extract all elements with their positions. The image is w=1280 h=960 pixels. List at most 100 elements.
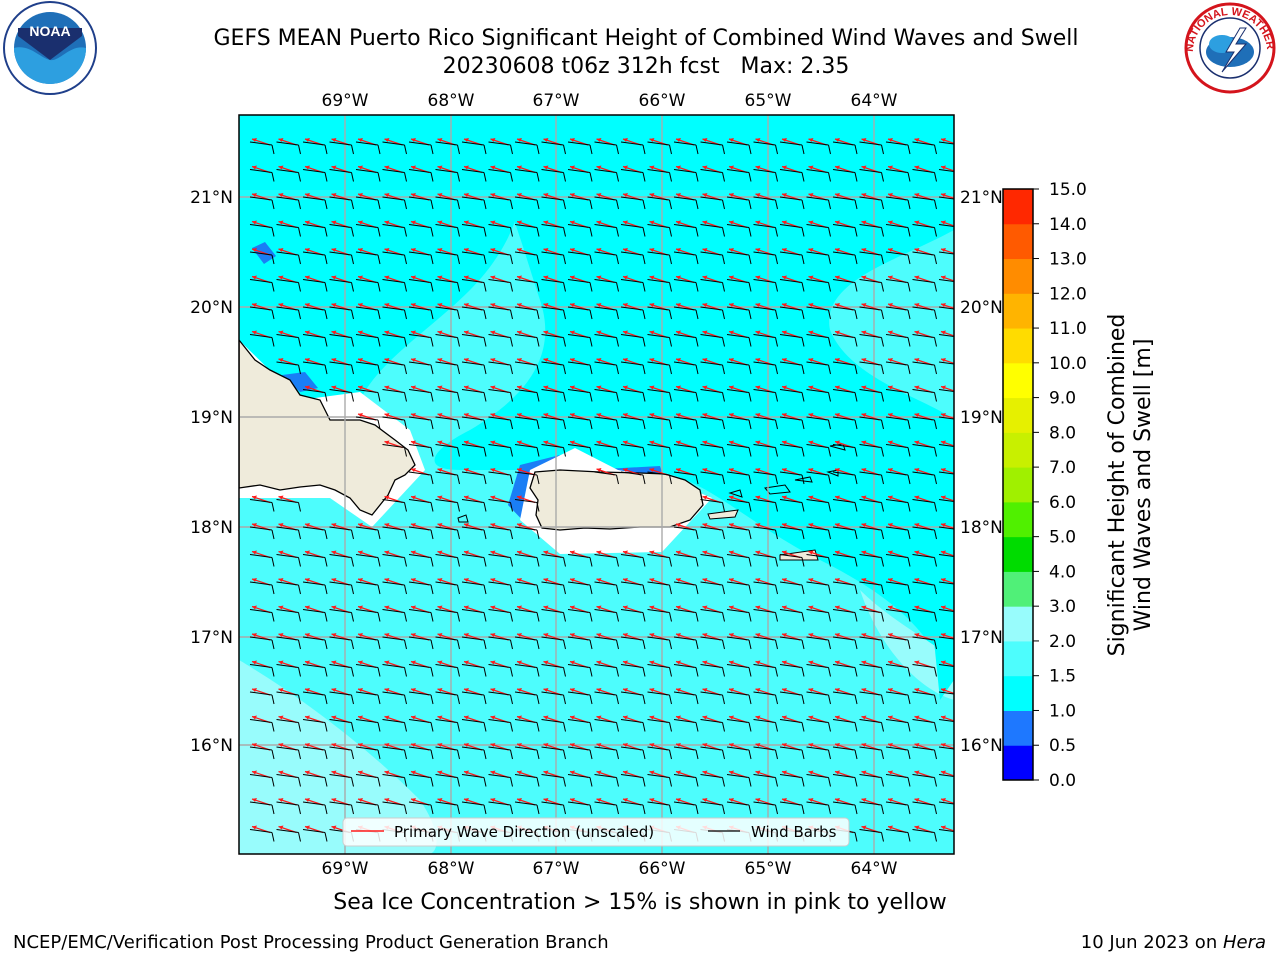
- wind-barb-flag: [642, 364, 646, 375]
- wave-arrowhead: [914, 688, 920, 692]
- wind-barb: [753, 636, 776, 641]
- wind-barb: [806, 719, 829, 723]
- wind-barb: [806, 636, 829, 641]
- wave-arrowhead: [729, 468, 734, 472]
- wind-barb: [753, 361, 776, 366]
- wind-barb: [514, 471, 538, 476]
- wave-arrowhead: [384, 303, 390, 307]
- wind-barb: [276, 746, 299, 751]
- wind-barb-flag: [828, 144, 831, 155]
- wave-arrowhead: [914, 413, 920, 417]
- wind-barb-flag: [483, 364, 487, 375]
- wind-barb-flag: [854, 804, 858, 815]
- wind-barb: [753, 196, 776, 201]
- wave-arrowhead: [649, 798, 655, 802]
- wind-barb-flag: [271, 749, 275, 760]
- wind-barb-flag: [404, 172, 407, 182]
- wind-barb: [832, 169, 856, 173]
- wind-barb-flag: [934, 584, 937, 595]
- wave-arrowhead: [517, 495, 522, 500]
- wave-arrowhead: [252, 138, 257, 142]
- wind-barb: [938, 471, 954, 475]
- wind-barb: [806, 334, 829, 338]
- wind-barb: [806, 444, 829, 448]
- wind-barb-flag: [854, 639, 858, 650]
- wind-barb-flag: [695, 749, 699, 760]
- wave-arrowhead: [888, 688, 893, 692]
- wave-arrowhead: [464, 495, 469, 500]
- wind-barb-flag: [616, 694, 619, 705]
- wind-barb: [329, 251, 352, 256]
- wind-barb-flag: [457, 172, 460, 182]
- wave-arrowhead: [384, 605, 390, 610]
- wind-barb-flag: [881, 832, 884, 842]
- wind-barb-flag: [404, 667, 407, 677]
- wind-barb: [753, 774, 776, 778]
- wind-barb: [514, 141, 538, 146]
- wind-barb: [912, 774, 935, 778]
- wave-arrowhead: [331, 193, 337, 197]
- bottom-lon-label: 64°W: [851, 859, 898, 879]
- wave-arrowhead: [702, 770, 708, 775]
- wave-arrowhead: [411, 633, 416, 637]
- wind-barb: [726, 251, 750, 256]
- wind-barb: [514, 416, 538, 421]
- wind-barb: [673, 636, 697, 641]
- wind-barb-flag: [271, 529, 275, 540]
- wind-barb-flag: [430, 419, 434, 430]
- wave-arrowhead: [649, 688, 655, 692]
- wave-arrowhead: [411, 358, 416, 362]
- wave-arrowhead: [649, 605, 655, 610]
- wind-barb: [779, 389, 803, 393]
- wave-arrowhead: [437, 220, 443, 225]
- wind-barb-flag: [748, 667, 752, 677]
- wave-arrowhead: [808, 275, 814, 280]
- wind-barb-flag: [722, 282, 725, 292]
- wind-barb-flag: [377, 172, 381, 182]
- wind-barb-flag: [589, 419, 593, 430]
- wind-barb: [779, 251, 803, 256]
- wind-barb-flag: [377, 694, 381, 705]
- wind-barb-flag: [616, 254, 619, 265]
- wave-arrowhead: [490, 688, 496, 692]
- wave-arrowhead: [437, 303, 443, 307]
- wind-barb: [302, 774, 326, 778]
- wind-barb-flag: [563, 777, 566, 787]
- wind-barb: [249, 279, 273, 283]
- wind-barb-flag: [430, 392, 434, 402]
- wave-arrowhead: [835, 275, 840, 280]
- wave-arrowhead: [437, 385, 443, 390]
- wind-barb: [541, 251, 564, 256]
- wind-barb-flag: [801, 557, 805, 567]
- wind-barb-flag: [854, 584, 858, 595]
- wind-barb: [408, 196, 432, 201]
- colorbar-frame: [1002, 188, 1034, 781]
- wind-barb-flag: [324, 777, 328, 787]
- wind-barb-flag: [801, 447, 805, 457]
- wind-barb: [620, 279, 644, 283]
- wave-arrowhead: [543, 798, 549, 802]
- wind-barb: [276, 334, 299, 338]
- wave-arrowhead: [490, 495, 496, 500]
- wave-arrowhead: [649, 248, 655, 252]
- wave-arrowhead: [331, 825, 337, 830]
- wind-barb-flag: [669, 639, 672, 650]
- wave-arrowhead: [888, 495, 893, 500]
- wave-arrowhead: [464, 358, 469, 362]
- wind-barb: [461, 719, 485, 723]
- wind-barb-flag: [934, 282, 937, 292]
- wind-barb: [700, 719, 723, 723]
- wind-barb: [382, 554, 405, 558]
- bottom-lon-label: 68°W: [428, 859, 475, 879]
- wind-barb-flag: [589, 144, 593, 155]
- wind-barb-flag: [669, 364, 672, 375]
- wind-barb: [806, 609, 829, 613]
- wind-barb-flag: [589, 584, 593, 595]
- wind-barb: [938, 746, 954, 750]
- wind-barb: [408, 444, 432, 448]
- wind-barb-flag: [828, 282, 831, 292]
- wave-arrowhead: [808, 138, 814, 142]
- wind-barb-flag: [271, 694, 275, 705]
- wave-arrowhead: [437, 440, 443, 445]
